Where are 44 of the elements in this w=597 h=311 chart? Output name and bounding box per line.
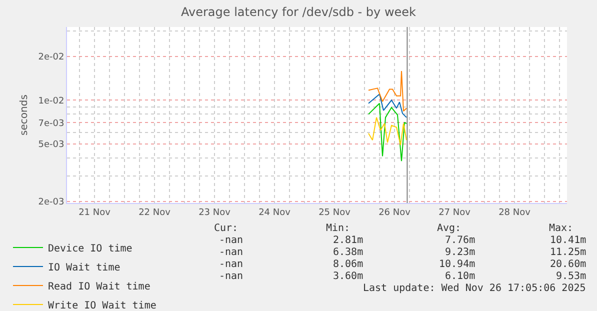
- x-tick-label: 23 Nov: [198, 208, 232, 218]
- legend-label: IO Wait time: [48, 262, 120, 274]
- x-tick-label: 28 Nov: [498, 208, 532, 218]
- text: -nan: [219, 271, 244, 282]
- text: Min:: [326, 223, 350, 234]
- text: -nan: [219, 235, 244, 246]
- text: 2.81m: [333, 235, 364, 246]
- y-tick-label: 7e-03: [38, 118, 64, 129]
- text: 11.25m: [550, 247, 586, 258]
- x-tick-label: 22 Nov: [138, 208, 172, 218]
- legend-label: Write IO Wait time: [48, 300, 156, 311]
- x-tick-label: 25 Nov: [318, 208, 352, 218]
- y-tick-label: 1e-02: [38, 96, 64, 106]
- text: Max:: [549, 223, 574, 234]
- text: 20.60m: [550, 259, 586, 270]
- y-tick-label: 5e-03: [38, 140, 64, 150]
- legend-label: Read IO Wait time: [48, 281, 150, 292]
- line-series: [368, 70, 407, 112]
- text: 10.41m: [550, 235, 586, 246]
- x-tick-label: 26 Nov: [378, 208, 412, 218]
- y-axis-title: seconds: [19, 94, 30, 136]
- text: -nan: [219, 259, 244, 270]
- y-tick-label: 2e-03: [38, 198, 64, 208]
- line-series: [368, 102, 407, 162]
- text: 8.06m: [333, 259, 364, 270]
- y-tick-label: 2e-02: [38, 52, 64, 63]
- text: 9.23m: [445, 247, 476, 258]
- text: 6.10m: [445, 271, 476, 282]
- text: 3.60m: [333, 271, 364, 282]
- legend-label: Device IO time: [48, 243, 132, 254]
- text: 7.76m: [445, 235, 476, 246]
- x-tick-label: 21 Nov: [78, 208, 112, 218]
- text: Avg:: [437, 223, 462, 234]
- text: Last update: Wed Nov 26 17:05:06 2025: [363, 283, 586, 294]
- text: 10.94m: [439, 259, 476, 270]
- line-series: [368, 94, 407, 118]
- chart-title: Average latency for /dev/sdb - by week: [181, 5, 416, 20]
- line-series: [368, 116, 407, 146]
- text: 6.38m: [333, 247, 364, 258]
- x-tick-label: 27 Nov: [438, 208, 472, 218]
- text: Cur:: [214, 223, 238, 234]
- text: 9.53m: [556, 271, 586, 282]
- x-tick-label: 24 Nov: [258, 208, 292, 218]
- text: -nan: [219, 247, 244, 258]
